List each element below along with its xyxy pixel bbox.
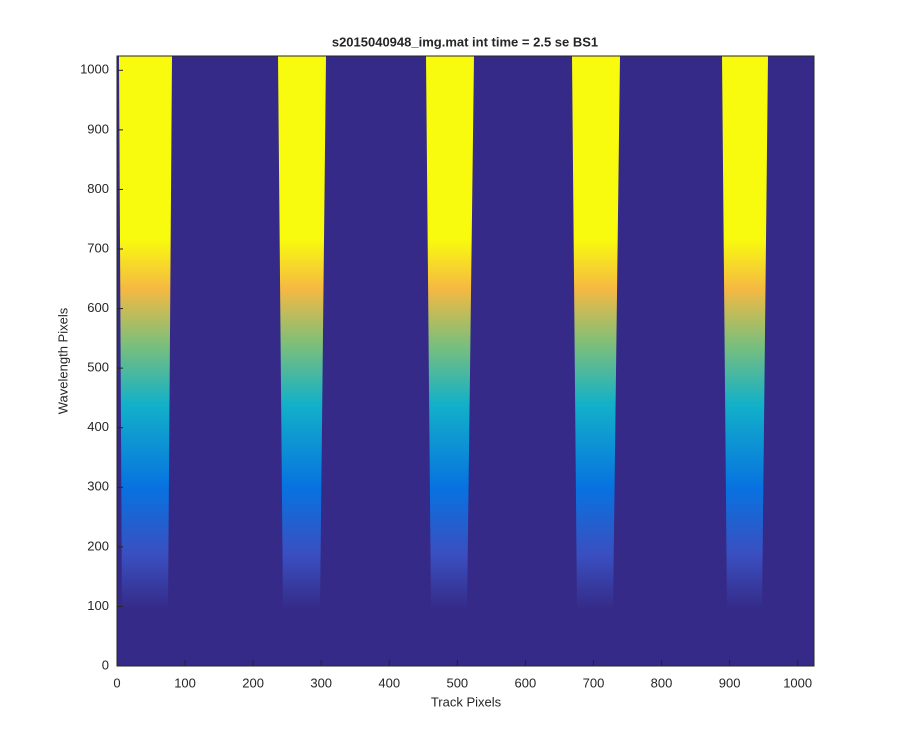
x-tick-label: 600 [515,675,537,690]
image [117,56,814,666]
y-tick-label: 200 [87,538,109,553]
stripe [722,56,768,610]
y-tick-label: 700 [87,240,109,255]
y-tick-label: 800 [87,181,109,196]
x-tick-label: 200 [242,675,264,690]
y-tick-label: 600 [87,300,109,315]
y-tick-label: 1000 [80,62,109,77]
y-tick-label: 400 [87,419,109,434]
stripe [119,56,172,610]
x-axis-label: Track Pixels [431,694,502,709]
x-tick-label: 700 [583,675,605,690]
x-tick-label: 0 [113,675,120,690]
y-axis-label: Wavelength Pixels [55,307,70,414]
y-tick-label: 0 [102,657,109,672]
y-tick-label: 900 [87,121,109,136]
y-tick-label: 100 [87,598,109,613]
y-tick-label: 500 [87,360,109,375]
x-tick-label: 100 [174,675,196,690]
x-tick-label: 900 [719,675,741,690]
chart-title: s2015040948_img.mat int time = 2.5 se BS… [332,34,598,49]
x-tick-label: 300 [310,675,332,690]
x-tick-label: 800 [651,675,673,690]
axes-box [116,55,815,667]
x-tick-label: 500 [446,675,468,690]
x-tick-label: 1000 [783,675,812,690]
stripe [278,56,326,610]
stripe [572,56,620,610]
y-tick-label: 300 [87,479,109,494]
stripe [426,56,474,610]
x-tick-label: 400 [378,675,400,690]
